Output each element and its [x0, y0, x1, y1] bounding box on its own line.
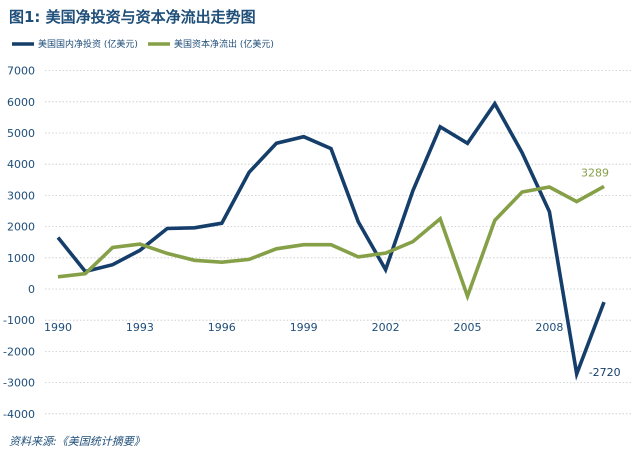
- y-tick-label: -4000: [3, 408, 35, 421]
- y-tick-label: 4000: [7, 158, 35, 171]
- y-tick-label: -2000: [3, 345, 35, 358]
- data-label: 3289: [581, 166, 609, 179]
- x-tick-label: 2005: [454, 321, 482, 334]
- x-tick-label: 1990: [44, 321, 72, 334]
- x-tick-label: 2002: [372, 321, 400, 334]
- y-tick-label: -1000: [3, 314, 35, 327]
- chart-title: 图1: 美国净投资与资本净流出走势图: [9, 8, 256, 26]
- y-tick-label: 3000: [7, 189, 35, 202]
- data-label: -2720: [589, 366, 621, 379]
- y-tick-label: 5000: [7, 127, 35, 140]
- legend-label: 美国资本净流出 (亿美元): [174, 38, 274, 50]
- x-tick-label: 1999: [290, 321, 318, 334]
- series-line: [57, 184, 605, 302]
- x-tick-label: 2008: [535, 321, 563, 334]
- y-tick-label: 2000: [7, 221, 35, 234]
- x-tick-label: 1993: [126, 321, 154, 334]
- x-tick-label: 1996: [208, 321, 236, 334]
- y-tick-label: 7000: [7, 65, 35, 78]
- legend-label: 美国国内净投资 (亿美元): [38, 38, 138, 50]
- series-line: [56, 100, 606, 381]
- y-tick-label: 0: [28, 283, 35, 296]
- source-note: 资料来源:《美国统计摘要》: [9, 435, 145, 448]
- y-tick-label: 6000: [7, 96, 35, 109]
- y-tick-label: 1000: [7, 252, 35, 265]
- y-tick-label: -3000: [3, 377, 35, 390]
